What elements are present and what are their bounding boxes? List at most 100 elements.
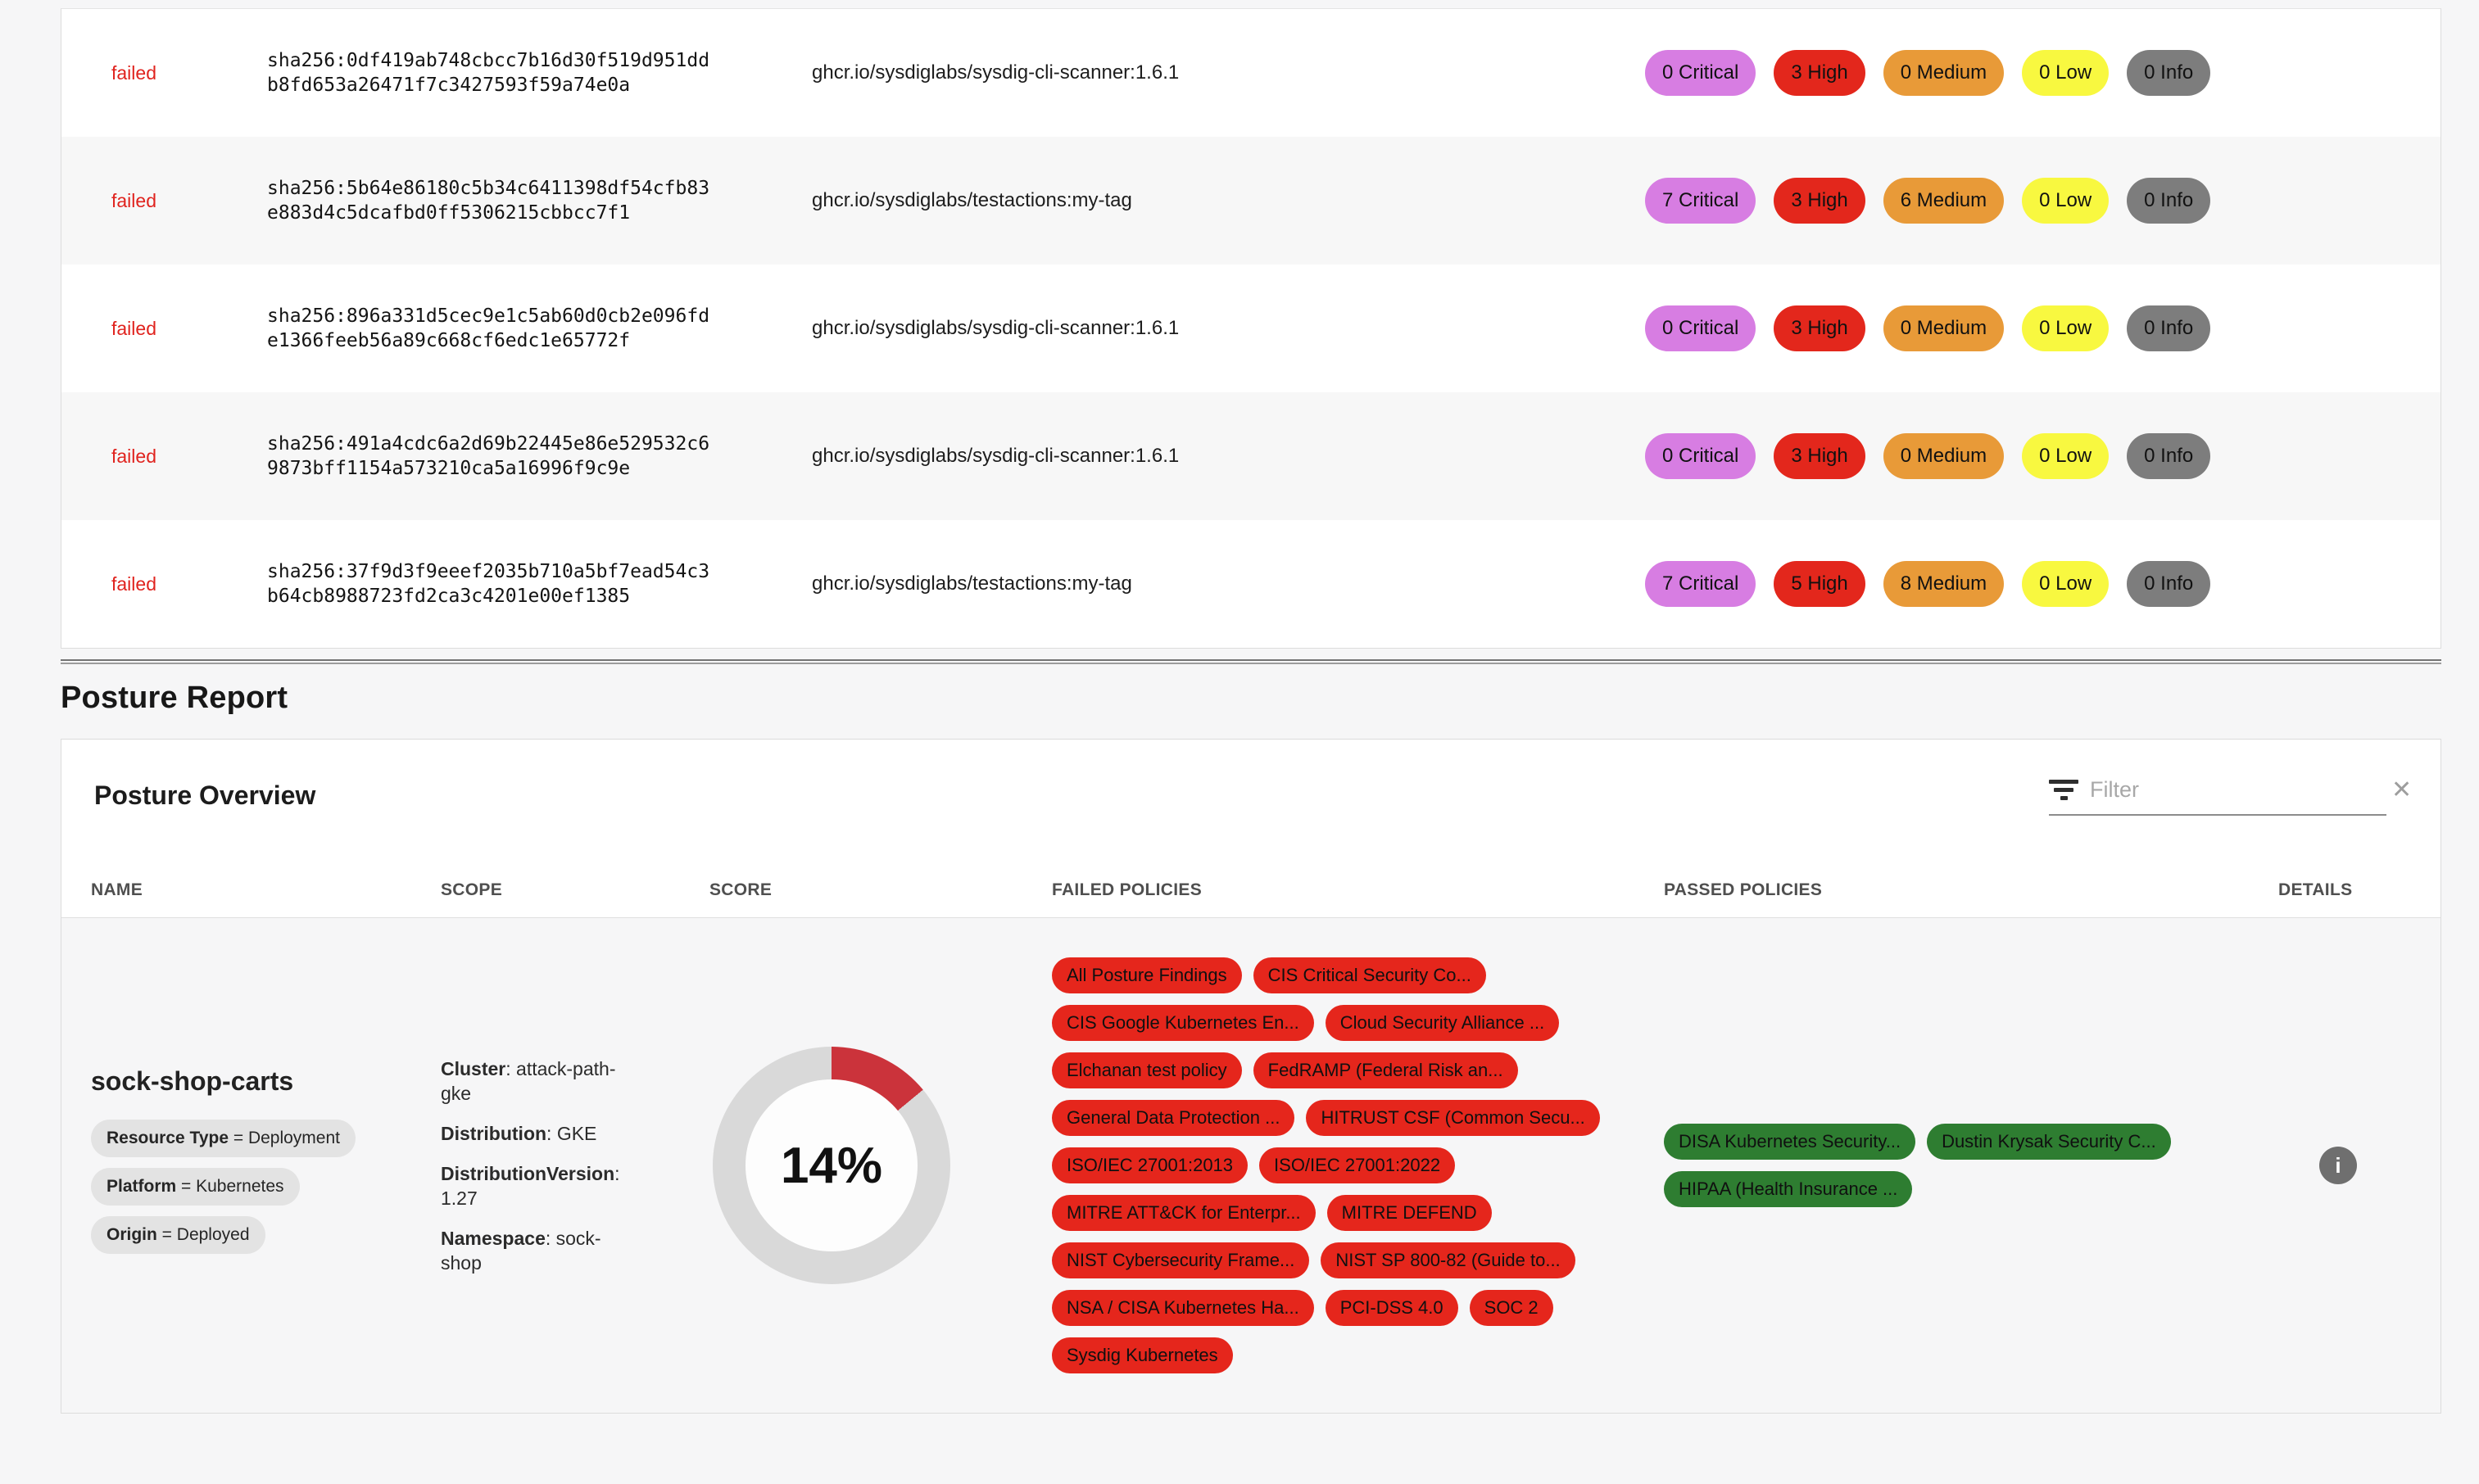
low-badge: 0 Low [2022, 178, 2110, 224]
column-header-passed-policies: PASSED POLICIES [1664, 880, 1823, 899]
posture-report-title: Posture Report [61, 681, 288, 715]
medium-badge: 0 Medium [1883, 433, 2005, 479]
passed-policy-pill: DISA Kubernetes Security... [1664, 1124, 1916, 1160]
score-value: 14% [780, 1137, 883, 1194]
failed-policies-cell: All Posture Findings CIS Critical Securi… [1052, 957, 1664, 1373]
filter-input[interactable] [2090, 777, 2380, 803]
failed-policy-pill: Cloud Security Alliance ... [1325, 1005, 1560, 1041]
high-badge: 5 High [1774, 561, 1865, 607]
scope-key: Namespace [441, 1227, 546, 1249]
scan-row: failed sha256:0df419ab748cbcc7b16d30f519… [61, 9, 2440, 137]
failed-policy-pill: NSA / CISA Kubernetes Ha... [1052, 1290, 1314, 1326]
critical-badge: 7 Critical [1645, 561, 1756, 607]
failed-policy-pill: NIST SP 800-82 (Guide to... [1321, 1242, 1575, 1278]
score-cell: 14% [709, 1047, 1052, 1284]
scan-results-table: failed sha256:0df419ab748cbcc7b16d30f519… [61, 8, 2441, 649]
score-donut: 14% [713, 1047, 950, 1284]
scan-status: failed [111, 189, 156, 211]
high-badge: 3 High [1774, 178, 1865, 224]
score-donut-hole: 14% [746, 1079, 918, 1251]
posture-overview-card: Posture Overview ✕ NAME SCOPE SCORE FAIL… [61, 739, 2441, 1414]
failed-policy-pill: MITRE ATT&CK for Enterpr... [1052, 1195, 1316, 1231]
scope-value: GKE [556, 1122, 597, 1144]
scan-status: failed [111, 317, 156, 339]
high-badge: 3 High [1774, 50, 1865, 96]
column-header-score: SCORE [709, 880, 773, 899]
image-name: ghcr.io/sysdiglabs/testactions:my-tag [812, 189, 1132, 211]
resource-tag: Resource Type = Deployment [91, 1120, 356, 1157]
low-badge: 0 Low [2022, 305, 2110, 351]
tag-key: Platform [107, 1177, 177, 1196]
scope-line: Namespace: sock-shop [441, 1226, 637, 1275]
scope-line: Cluster: attack-path-gke [441, 1056, 637, 1106]
scan-status: failed [111, 61, 156, 84]
scan-row: failed sha256:896a331d5cec9e1c5ab60d0cb2… [61, 265, 2440, 392]
critical-badge: 0 Critical [1645, 305, 1756, 351]
image-digest: sha256:896a331d5cec9e1c5ab60d0cb2e096fde… [267, 305, 710, 351]
severity-badges: 7 Critical 5 High 8 Medium 0 Low 0 Info [1645, 561, 2440, 607]
column-header-scope: SCOPE [441, 880, 503, 899]
scope-separator: : [614, 1162, 620, 1184]
failed-policy-pill: PCI-DSS 4.0 [1325, 1290, 1458, 1326]
scan-row: failed sha256:37f9d3f9eeef2035b710a5bf7e… [61, 520, 2440, 648]
info-badge: 0 Info [2127, 178, 2211, 224]
passed-policy-pill: Dustin Krysak Security C... [1927, 1124, 2171, 1160]
scope-key: Distribution [441, 1122, 547, 1144]
critical-badge: 7 Critical [1645, 178, 1756, 224]
medium-badge: 6 Medium [1883, 178, 2005, 224]
medium-badge: 0 Medium [1883, 305, 2005, 351]
column-header-details: DETAILS [2278, 880, 2353, 899]
passed-policy-pill: HIPAA (Health Insurance ... [1664, 1171, 1913, 1207]
failed-policy-pill: CIS Critical Security Co... [1253, 957, 1486, 993]
clear-filter-icon[interactable]: ✕ [2391, 776, 2413, 803]
posture-table-header: NAME SCOPE SCORE FAILED POLICIES PASSED … [61, 880, 2440, 918]
tag-separator: = [156, 1225, 177, 1244]
severity-badges: 0 Critical 3 High 0 Medium 0 Low 0 Info [1645, 50, 2440, 96]
failed-policy-pill: Elchanan test policy [1052, 1052, 1242, 1088]
low-badge: 0 Low [2022, 433, 2110, 479]
posture-table-row: sock-shop-carts Resource Type = Deployme… [61, 918, 2440, 1413]
scan-status: failed [111, 572, 156, 595]
tag-value: Deployment [247, 1129, 340, 1147]
name-cell: sock-shop-carts Resource Type = Deployme… [91, 1066, 441, 1265]
info-badge: 0 Info [2127, 50, 2211, 96]
image-digest: sha256:491a4cdc6a2d69b22445e86e529532c69… [267, 433, 710, 479]
failed-policy-pill: SOC 2 [1469, 1290, 1553, 1326]
scope-key: DistributionVersion [441, 1162, 615, 1184]
column-header-failed-policies: FAILED POLICIES [1052, 880, 1203, 899]
critical-badge: 0 Critical [1645, 50, 1756, 96]
failed-policy-pill: NIST Cybersecurity Frame... [1052, 1242, 1310, 1278]
failed-policy-pill: ISO/IEC 27001:2013 [1052, 1147, 1249, 1183]
scan-row: failed sha256:5b64e86180c5b34c6411398df5… [61, 137, 2440, 265]
tag-separator: = [176, 1177, 197, 1196]
scan-status: failed [111, 445, 156, 467]
filter-control: ✕ [2049, 777, 2412, 816]
image-digest: sha256:0df419ab748cbcc7b16d30f519d951ddb… [267, 50, 710, 96]
image-name: ghcr.io/sysdiglabs/sysdig-cli-scanner:1.… [812, 445, 1180, 467]
info-icon[interactable]: i [2319, 1147, 2357, 1184]
failed-policy-pill: Sysdig Kubernetes [1052, 1337, 1233, 1373]
resource-name: sock-shop-carts [91, 1066, 294, 1096]
scan-row: failed sha256:491a4cdc6a2d69b22445e86e52… [61, 392, 2440, 520]
failed-policy-pill: HITRUST CSF (Common Secu... [1306, 1100, 1600, 1136]
scope-value: attack-path-gke [441, 1057, 616, 1104]
failed-policy-pill: General Data Protection ... [1052, 1100, 1295, 1136]
severity-badges: 0 Critical 3 High 0 Medium 0 Low 0 Info [1645, 305, 2440, 351]
high-badge: 3 High [1774, 433, 1865, 479]
failed-policy-pill: All Posture Findings [1052, 957, 1242, 993]
passed-policies-cell: DISA Kubernetes Security... Dustin Krysa… [1664, 1124, 2278, 1207]
image-digest: sha256:5b64e86180c5b34c6411398df54cfb83e… [267, 178, 710, 224]
image-name: ghcr.io/sysdiglabs/sysdig-cli-scanner:1.… [812, 317, 1180, 339]
scope-cell: Cluster: attack-path-gke Distribution: G… [441, 1056, 709, 1275]
high-badge: 3 High [1774, 305, 1865, 351]
failed-policy-pill: ISO/IEC 27001:2022 [1259, 1147, 1456, 1183]
scope-value: sock-shop [441, 1227, 601, 1274]
scope-key: Cluster [441, 1057, 506, 1079]
posture-overview-title: Posture Overview [94, 780, 316, 810]
filter-icon [2049, 780, 2078, 800]
failed-policy-pill: MITRE DEFEND [1326, 1195, 1492, 1231]
tag-key: Resource Type [107, 1129, 229, 1147]
low-badge: 0 Low [2022, 50, 2110, 96]
page: failed sha256:0df419ab748cbcc7b16d30f519… [0, 8, 2479, 1414]
info-badge: 0 Info [2127, 433, 2211, 479]
